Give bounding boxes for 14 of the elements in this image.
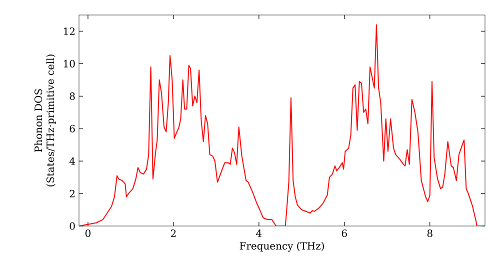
y-tick-label: 8 <box>70 92 75 100</box>
y-tick-label: 0 <box>70 222 75 230</box>
y-tick-label: 2 <box>70 190 74 198</box>
y-tick-label: 4 <box>69 157 75 165</box>
y-tick-label: 12 <box>64 28 74 35</box>
x-tick-label: 4 <box>256 230 262 237</box>
x-tick-label: 6 <box>342 230 347 238</box>
y-tick-label: 10 <box>64 60 75 68</box>
y-tick-label: 6 <box>70 124 75 132</box>
x-tick-label: 0 <box>85 230 90 238</box>
x-tick-label: 8 <box>427 230 432 238</box>
y-axis-title: Phonon DOS (States/THz·primitive cell) <box>34 54 56 186</box>
x-tick-label: 2 <box>170 230 176 237</box>
x-axis-title: Frequency (THz) <box>240 242 324 252</box>
